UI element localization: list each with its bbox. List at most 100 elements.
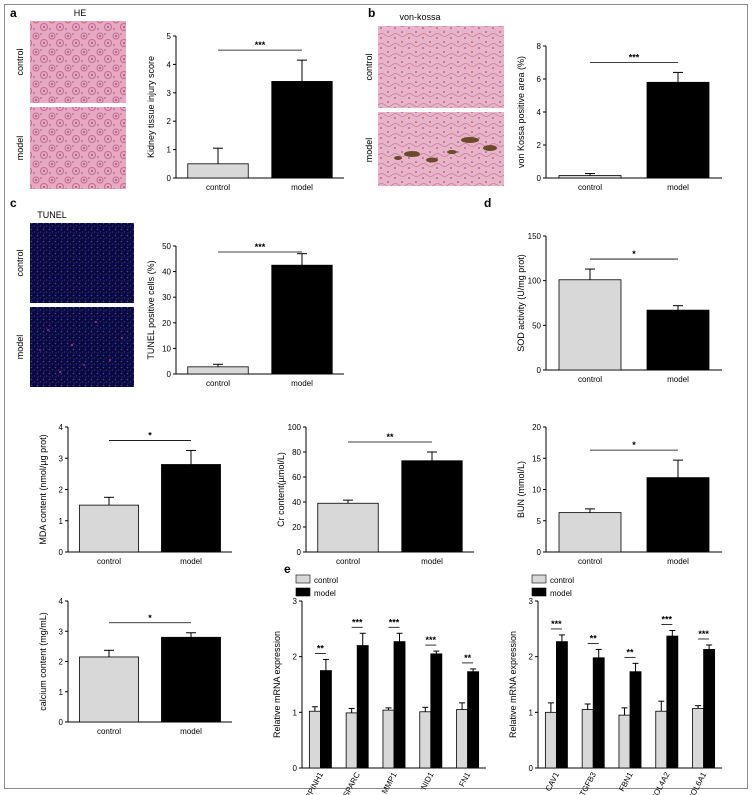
stain-title-vonkossa: von-kossa: [399, 12, 440, 22]
bar-control-FBN1: [618, 714, 631, 769]
legend-label-model: model: [550, 589, 572, 598]
y-tick-label: 0: [529, 764, 534, 773]
x-tick-label: model: [291, 183, 313, 192]
panel-letter-b: b: [368, 6, 375, 20]
significance-marker: ***: [662, 615, 673, 625]
y-tick-label: 0: [293, 764, 298, 773]
significance-marker: *: [632, 249, 636, 259]
y-axis-label: Kidney tissue injury score: [146, 56, 156, 158]
bar-control-FN1: [456, 709, 468, 769]
x-tick-label: SPARC: [341, 771, 362, 795]
y-tick-label: 1: [59, 688, 64, 697]
bar-model-TGFB3: [592, 657, 605, 769]
y-tick-label: 0: [59, 718, 64, 727]
bar-control-SPARC: [345, 712, 358, 769]
bar-model-SERPINH1: [319, 670, 332, 769]
x-tick-label: model: [180, 557, 202, 566]
figure-frame: [4, 4, 748, 789]
bar-control-TGFB3: [581, 709, 594, 769]
legend-label-model: model: [314, 589, 336, 598]
bar-control: [187, 366, 249, 375]
significance-marker: **: [386, 432, 394, 442]
chart-calcium: 0 1 2 3 4 calcium content (mg/mL) control model…: [38, 597, 232, 736]
y-tick-label: 100: [528, 277, 542, 286]
y-tick-label: 1: [167, 146, 172, 155]
y-tick-label: 0: [59, 548, 64, 557]
y-tick-label: 4: [167, 60, 172, 69]
y-tick-label: 40: [292, 498, 301, 507]
bar-model: [401, 460, 463, 553]
y-tick-label: 0: [537, 366, 542, 375]
bar-model: [161, 464, 221, 553]
bar-model-COL4A2: [666, 635, 679, 769]
chart-cr: 0 20 40 60 80 100 Cr content(µmol/L) control mod…: [276, 423, 474, 566]
significance-marker: ***: [551, 619, 562, 629]
bar-model-MMP1: [393, 641, 406, 769]
bar-control-COL6A1: [692, 708, 704, 769]
significance-marker: ***: [389, 617, 400, 627]
legend-label-control: control: [314, 576, 338, 585]
legend-swatch-control: [295, 574, 311, 584]
bar-control: [79, 656, 139, 723]
bar-control: [187, 163, 249, 179]
bar-model-NID1: [430, 653, 443, 769]
significance-marker: ***: [629, 52, 640, 62]
y-tick-label: 0: [167, 174, 172, 183]
he-row-label-model: model: [15, 136, 25, 161]
bar-control-NID1: [419, 711, 432, 769]
bar-model: [646, 477, 710, 553]
significance-marker: ***: [255, 40, 266, 50]
x-tick-label: control: [336, 557, 360, 566]
chart-tunel: 0 10 20 30 40 50 TUNEL positive cells (%) contr…: [146, 242, 344, 388]
y-tick-label: 80: [292, 448, 301, 457]
chart-mrna-1: 0 1 2 3 Relative mRNA expression ** SERPINH1 **…: [272, 574, 486, 795]
bar-model-COL6A1: [703, 649, 716, 769]
he-row-label-control: control: [15, 48, 25, 75]
y-axis-label: BUN (mmol/L): [516, 461, 526, 518]
x-tick-label: model: [667, 557, 689, 566]
bar-model: [271, 81, 333, 179]
stain-title-he: HE: [74, 8, 87, 18]
x-tick-label: FN1: [457, 770, 472, 788]
bar-model-FBN1: [629, 671, 642, 769]
x-tick-label: model: [421, 557, 443, 566]
x-tick-label: NID1: [419, 770, 436, 791]
chart-mrna-2: 0 1 2 3 Relative mRNA expression *** CAV1 ** TGF…: [508, 574, 722, 795]
bar-control: [558, 279, 622, 371]
x-tick-label: COL6A1: [686, 770, 709, 795]
significance-marker: **: [590, 633, 598, 643]
y-tick-label: 10: [162, 344, 171, 353]
y-tick-label: 8: [537, 42, 542, 51]
x-tick-label: TGFB3: [578, 770, 598, 795]
x-tick-label: FBN1: [617, 770, 635, 793]
significance-marker: ***: [426, 635, 437, 645]
bar-control-COL4A2: [655, 710, 668, 769]
stain-title-tunel: TUNEL: [37, 210, 67, 220]
y-tick-label: 30: [162, 293, 171, 302]
y-tick-label: 1: [529, 708, 534, 717]
y-axis-label: calcium content (mg/mL): [38, 612, 48, 711]
y-tick-label: 2: [537, 141, 542, 150]
y-tick-label: 50: [532, 321, 541, 330]
vonkossa-row-label-model: model: [364, 138, 374, 163]
y-axis-label: SOD activity (U/mg prot): [516, 254, 526, 352]
y-tick-label: 5: [167, 32, 172, 41]
y-tick-label: 3: [529, 597, 534, 606]
legend-swatch-model: [531, 587, 547, 597]
bar-control: [317, 502, 379, 553]
bar-control: [79, 504, 139, 553]
y-tick-label: 0: [537, 548, 542, 557]
significance-marker: **: [317, 643, 325, 653]
y-axis-label: TUNEL positive cells (%): [146, 260, 156, 359]
x-tick-label: control: [578, 375, 602, 384]
vonkossa-calcium-deposits: [394, 137, 497, 163]
bar-control-CAV1: [544, 711, 557, 769]
x-tick-label: model: [667, 375, 689, 384]
y-tick-label: 60: [292, 473, 301, 482]
y-tick-label: 2: [529, 653, 534, 662]
y-tick-label: 2: [59, 486, 64, 495]
y-tick-label: 2: [59, 658, 64, 667]
chart-kidney-injury: 0 1 2 3 4 5 Kidney tissue injury score control m…: [146, 32, 344, 192]
y-tick-label: 50: [162, 242, 171, 251]
